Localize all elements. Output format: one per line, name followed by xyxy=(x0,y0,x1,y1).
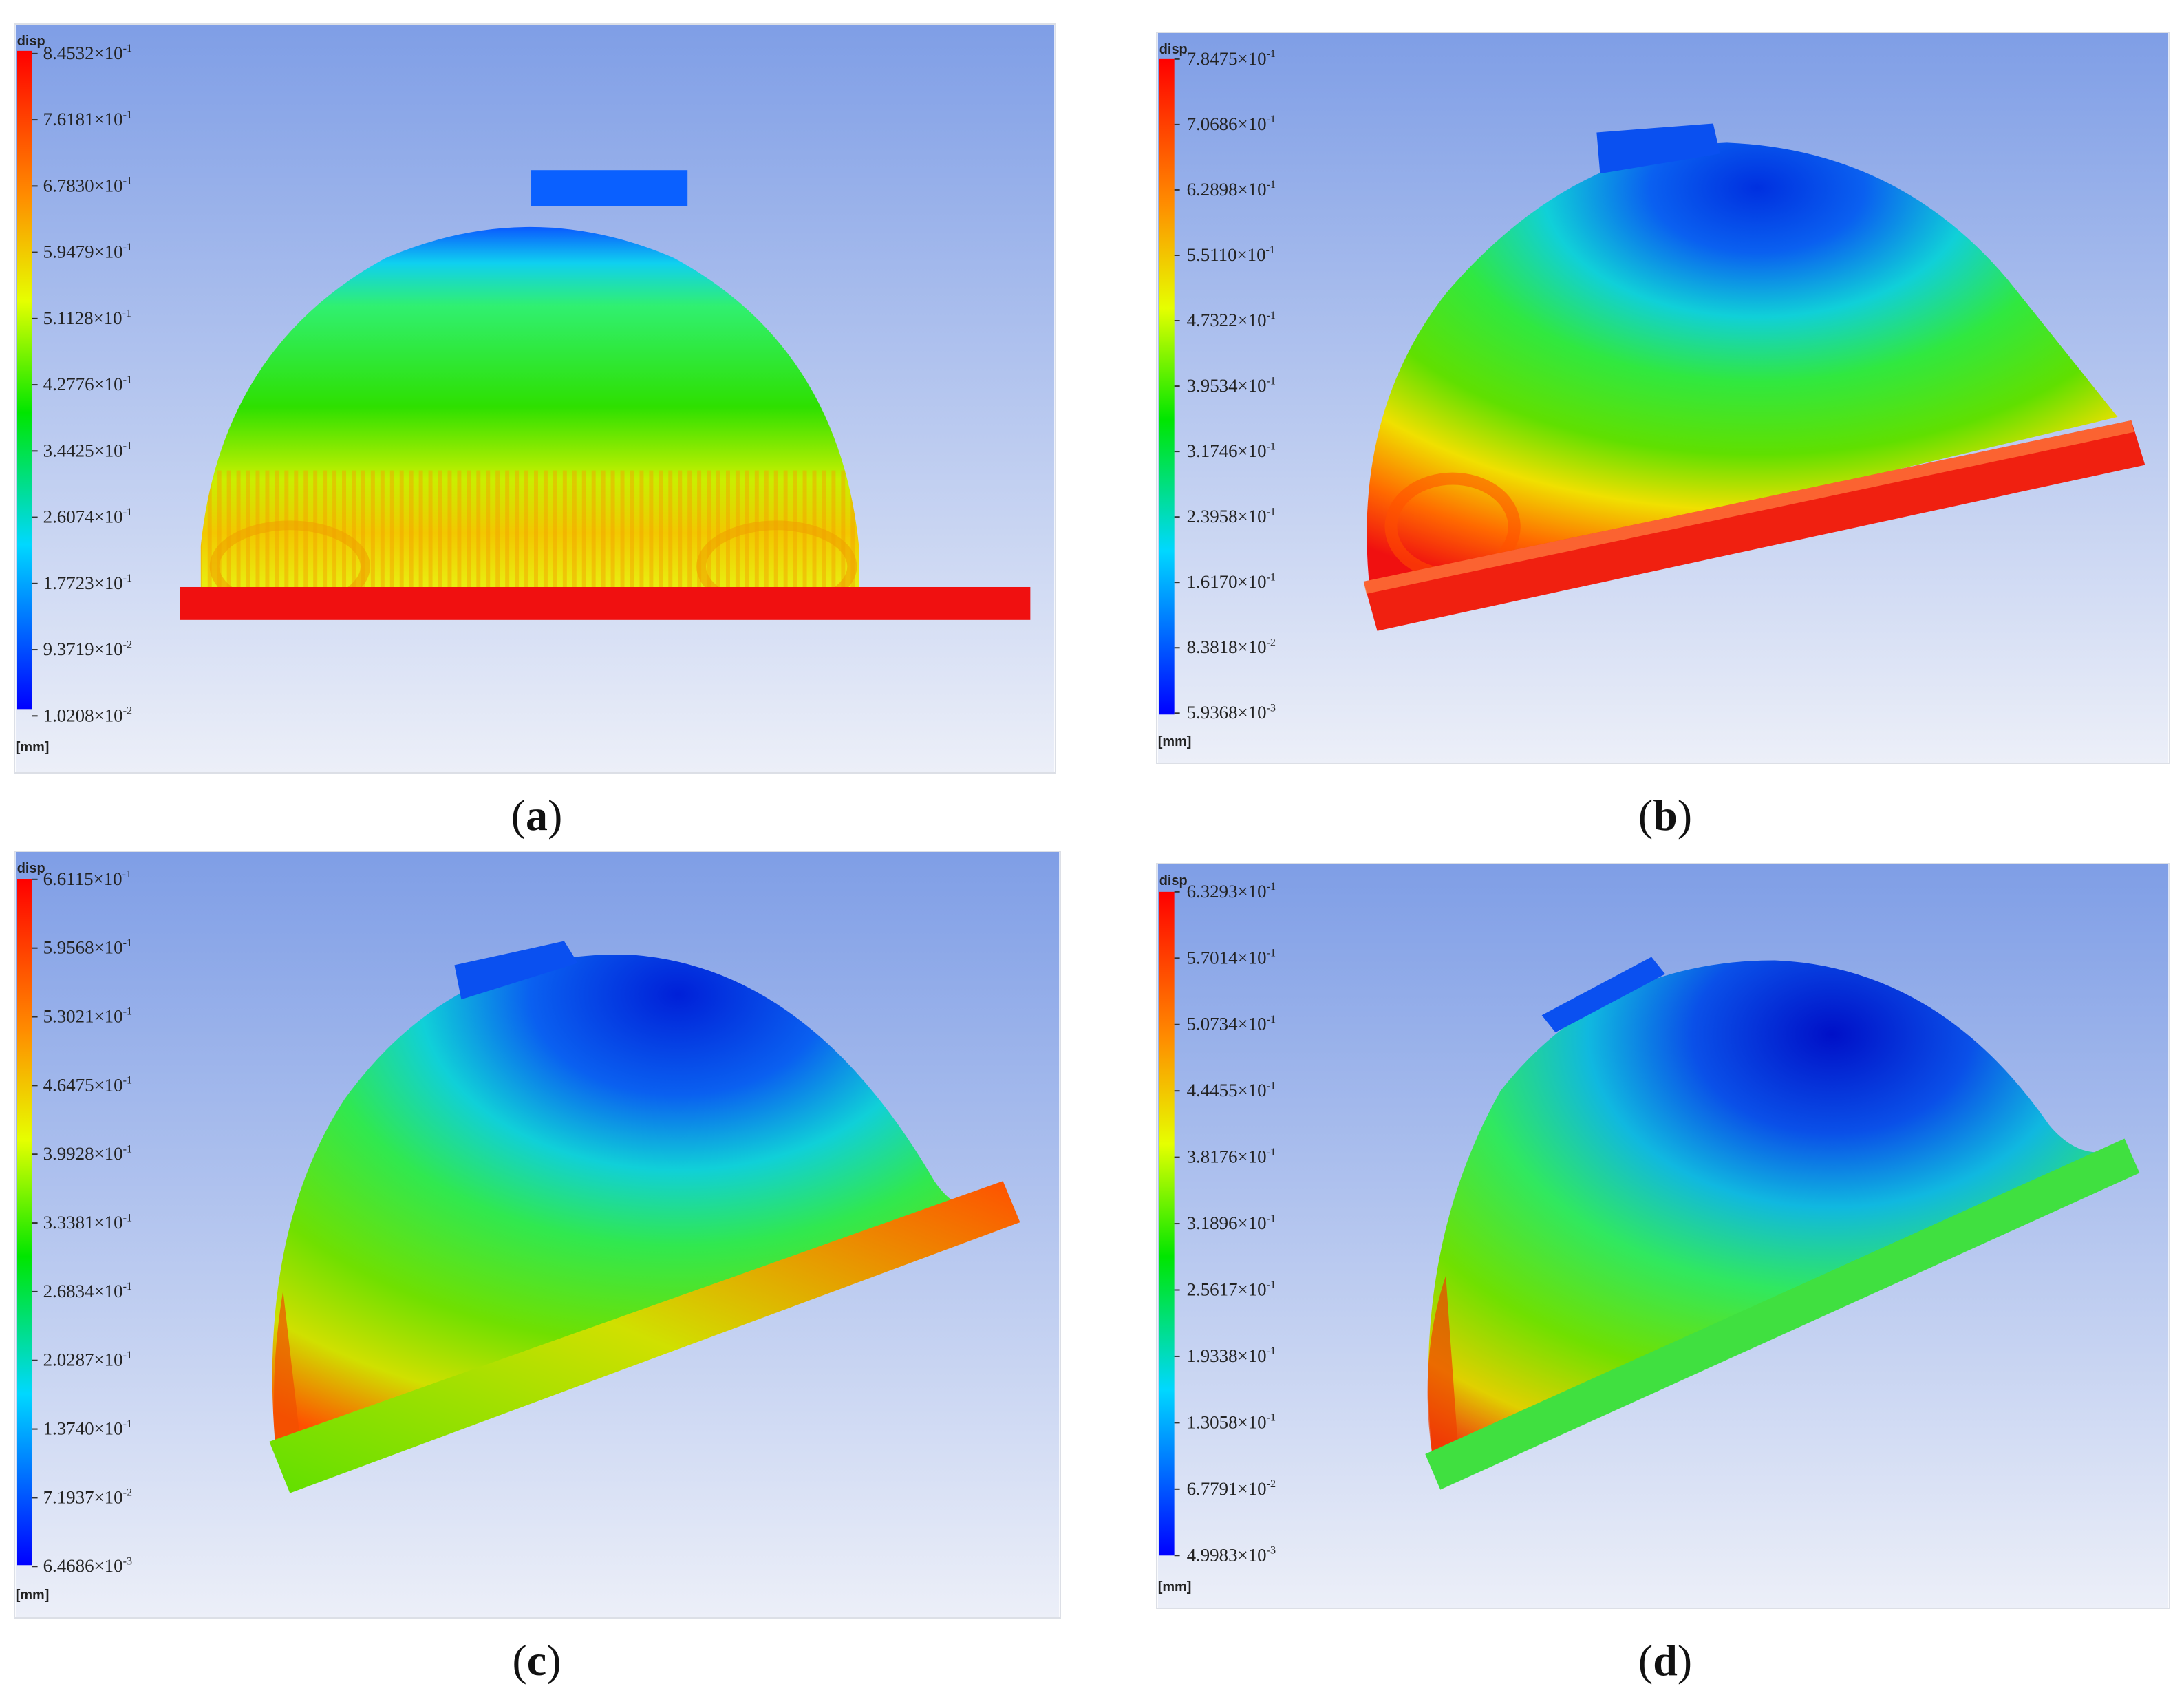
legend-value-label: 3.4425×10-1 xyxy=(43,440,132,460)
contour-figure-b: disp [mm] 7.8475×10-1 7.0686×10-1 6.2898×1… xyxy=(1157,33,2169,763)
legend-unit: [mm] xyxy=(1158,1579,1192,1595)
caption-c: (c) xyxy=(512,1636,561,1685)
legend-value-label: 8.3818×10-2 xyxy=(1187,637,1276,657)
legend-value-label: 2.0287×10-1 xyxy=(43,1350,132,1370)
legend-value-label: 7.0686×10-1 xyxy=(1187,114,1276,134)
legend-value-label: 1.3058×10-1 xyxy=(1187,1411,1276,1432)
legend-value-label: 5.9479×10-1 xyxy=(43,242,132,262)
legend-value-label: 5.9568×10-1 xyxy=(43,937,132,958)
caption-b: (b) xyxy=(1638,791,1693,840)
legend-value-label: 5.3021×10-1 xyxy=(43,1006,132,1027)
legend-title: disp xyxy=(1159,42,1188,57)
legend-unit: [mm] xyxy=(16,740,50,755)
color-legend-c: disp [mm] 6.6115×10-1 5.9568×10-1 5.3021×1… xyxy=(16,861,132,1603)
legend-value-label: 3.1746×10-1 xyxy=(1187,440,1276,461)
legend-value-label: 5.9368×10-3 xyxy=(1187,702,1276,723)
contour-figure-a: disp [mm] 8.4532×10-1 7.6181×10-1 6.7830×1… xyxy=(15,25,1055,772)
color-legend-b: disp [mm] 7.8475×10-1 7.0686×10-1 6.2898×1… xyxy=(1158,42,1276,749)
legend-value-label: 6.3293×10-1 xyxy=(1187,881,1276,902)
legend-value-label: 6.7830×10-1 xyxy=(43,175,132,195)
legend-value-label: 3.1896×10-1 xyxy=(1187,1213,1276,1233)
legend-value-label: 4.7322×10-1 xyxy=(1187,310,1276,330)
legend-value-label: 8.4532×10-1 xyxy=(43,43,132,63)
legend-unit: [mm] xyxy=(16,1588,50,1603)
legend-value-label: 1.9338×10-1 xyxy=(1187,1345,1276,1366)
legend-value-label: 6.6115×10-1 xyxy=(43,868,131,889)
legend-value-label: 6.7791×10-2 xyxy=(1187,1478,1276,1499)
legend-value-label: 5.7014×10-1 xyxy=(1187,947,1276,968)
legend-value-label: 9.3719×10-2 xyxy=(43,639,132,659)
legend-value-label: 1.0208×10-2 xyxy=(43,705,132,725)
legend-value-label: 6.4686×10-3 xyxy=(43,1555,132,1576)
legend-value-label: 2.5617×10-1 xyxy=(1187,1279,1276,1299)
legend-value-label: 7.1937×10-2 xyxy=(43,1486,132,1507)
legend-value-label: 5.0734×10-1 xyxy=(1187,1014,1276,1034)
contour-figure-d: disp [mm] 6.3293×10-1 5.7014×10-1 5.0734×1… xyxy=(1157,864,2169,1608)
legend-title: disp xyxy=(1159,873,1188,888)
caption-d: (d) xyxy=(1638,1636,1693,1685)
contour-panel-b: disp [mm] 7.8475×10-1 7.0686×10-1 6.2898×1… xyxy=(1156,32,2170,764)
legend-value-label: 3.9928×10-1 xyxy=(43,1143,132,1164)
color-legend-d: disp [mm] 6.3293×10-1 5.7014×10-1 5.0734×1… xyxy=(1158,873,1276,1595)
dome-model-d xyxy=(1425,957,2140,1490)
dome-model-a xyxy=(180,170,1031,620)
color-legend-a: disp [mm] 8.4532×10-1 7.6181×10-1 6.7830×1… xyxy=(16,34,132,755)
legend-value-label: 4.9983×10-3 xyxy=(1187,1544,1276,1565)
legend-value-label: 3.3381×10-1 xyxy=(43,1212,132,1233)
legend-value-label: 5.5110×10-1 xyxy=(1187,244,1275,265)
legend-value-label: 4.4455×10-1 xyxy=(1187,1080,1276,1100)
legend-title: disp xyxy=(17,861,45,876)
legend-value-label: 7.8475×10-1 xyxy=(1187,48,1276,69)
contour-figure-c: disp [mm] 6.6115×10-1 5.9568×10-1 5.3021×1… xyxy=(15,852,1060,1617)
legend-value-label: 2.6074×10-1 xyxy=(43,507,132,527)
legend-value-label: 4.6475×10-1 xyxy=(43,1074,132,1095)
contour-panel-a: disp [mm] 8.4532×10-1 7.6181×10-1 6.7830×1… xyxy=(14,23,1056,774)
legend-value-label: 2.6834×10-1 xyxy=(43,1281,132,1301)
legend-value-label: 1.6170×10-1 xyxy=(1187,571,1276,592)
dome-model-b xyxy=(1363,123,2145,631)
legend-value-label: 2.3958×10-1 xyxy=(1187,506,1276,526)
legend-value-label: 5.1128×10-1 xyxy=(43,308,131,328)
legend-value-label: 1.3740×10-1 xyxy=(43,1418,132,1439)
contour-panel-c: disp [mm] 6.6115×10-1 5.9568×10-1 5.3021×1… xyxy=(14,851,1061,1619)
legend-title: disp xyxy=(17,34,45,49)
legend-value-label: 6.2898×10-1 xyxy=(1187,179,1276,200)
dome-model-c xyxy=(269,941,1020,1493)
legend-value-label: 1.7723×10-1 xyxy=(43,573,132,593)
legend-value-label: 3.9534×10-1 xyxy=(1187,375,1276,396)
legend-unit: [mm] xyxy=(1158,734,1192,749)
contour-panel-d: disp [mm] 6.3293×10-1 5.7014×10-1 5.0734×1… xyxy=(1156,863,2170,1609)
legend-value-label: 7.6181×10-1 xyxy=(43,109,132,129)
caption-a: (a) xyxy=(511,791,563,840)
legend-value-label: 3.8176×10-1 xyxy=(1187,1147,1276,1167)
legend-value-label: 4.2776×10-1 xyxy=(43,374,132,394)
